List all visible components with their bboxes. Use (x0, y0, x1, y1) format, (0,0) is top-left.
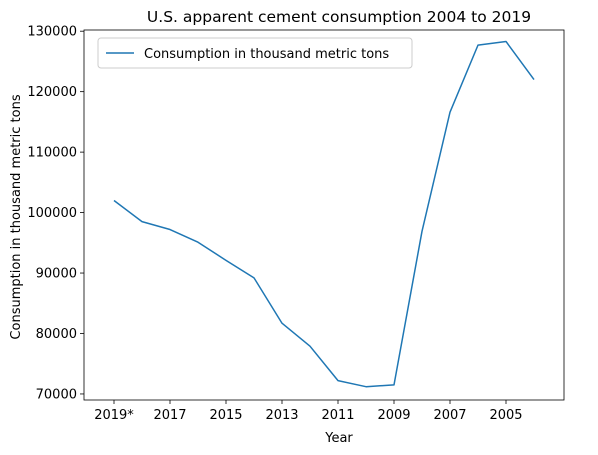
x-tick-label: 2011 (321, 408, 354, 423)
chart-title: U.S. apparent cement consumption 2004 to… (147, 8, 531, 26)
y-axis-ticks: 70000 80000 90000 100000 110000 120000 130000 (27, 25, 84, 402)
plot-frame (83, 29, 565, 401)
x-tick-label: 2017 (153, 408, 186, 423)
x-tick-label: 2005 (489, 408, 522, 423)
legend-label: Consumption in thousand metric tons (144, 47, 389, 62)
y-tick-label: 70000 (36, 387, 77, 402)
y-axis-label: Consumption in thousand metric tons (9, 94, 24, 339)
x-tick-label: 2009 (377, 408, 410, 423)
y-tick-label: 130000 (27, 25, 77, 40)
x-axis-label: Year (324, 431, 353, 446)
legend: Consumption in thousand metric tons (97, 37, 413, 69)
series-line-consumption (113, 40, 535, 388)
plot-area (83, 29, 565, 401)
y-tick-label: 120000 (27, 85, 77, 100)
y-tick-label: 110000 (27, 146, 77, 161)
y-tick-label: 90000 (36, 267, 77, 282)
x-axis-ticks: 2019* 2017 2015 2013 2011 2009 2007 2005 (94, 400, 523, 423)
x-tick-label: 2019* (94, 408, 134, 423)
y-tick-label: 100000 (27, 206, 77, 221)
legend-frame (97, 37, 413, 69)
x-tick-label: 2013 (265, 408, 298, 423)
x-tick-label: 2015 (209, 408, 242, 423)
x-tick-label: 2007 (433, 408, 466, 423)
y-tick-label: 80000 (36, 327, 77, 342)
